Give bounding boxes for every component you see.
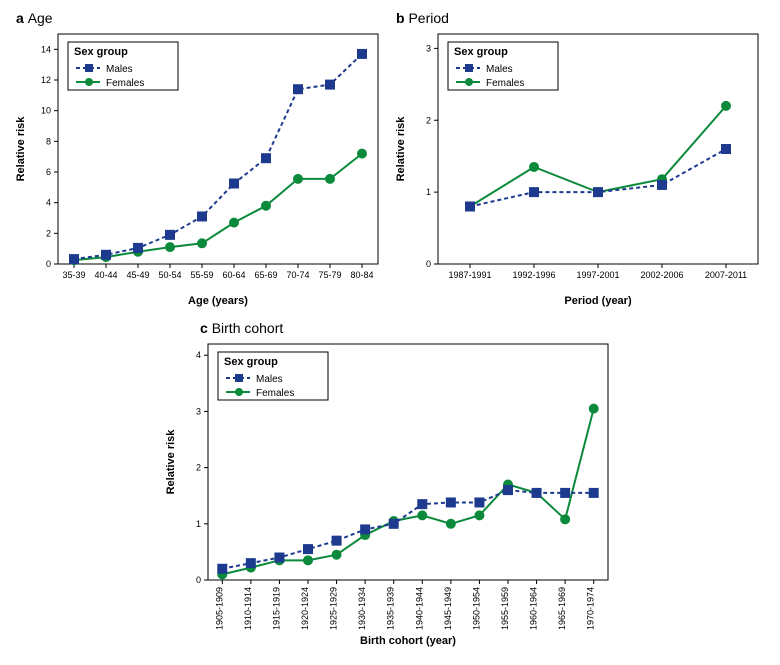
- svg-text:10: 10: [41, 106, 51, 116]
- svg-text:1987-1991: 1987-1991: [448, 270, 491, 280]
- svg-text:35-39: 35-39: [62, 270, 85, 280]
- panel-b-title: Period: [408, 10, 448, 26]
- svg-text:60-64: 60-64: [222, 270, 245, 280]
- svg-text:Relative risk: Relative risk: [165, 429, 177, 495]
- svg-text:75-79: 75-79: [318, 270, 341, 280]
- svg-text:1930-1934: 1930-1934: [357, 587, 367, 630]
- panel-c-title: Birth cohort: [212, 320, 284, 336]
- svg-text:1905-1909: 1905-1909: [214, 587, 224, 630]
- svg-text:1970-1974: 1970-1974: [586, 587, 596, 630]
- chart-period: 0 1 2 3 1987-1991 1992-1996 1997-2001 2002-2006…: [390, 10, 770, 310]
- svg-text:Females: Females: [486, 78, 524, 89]
- svg-text:2002-2006: 2002-2006: [640, 270, 683, 280]
- svg-text:50-54: 50-54: [158, 270, 181, 280]
- svg-text:1997-2001: 1997-2001: [576, 270, 619, 280]
- svg-text:1965-1969: 1965-1969: [557, 587, 567, 630]
- svg-text:Females: Females: [256, 388, 294, 399]
- svg-text:Males: Males: [486, 64, 513, 75]
- svg-text:2: 2: [426, 115, 431, 125]
- svg-text:1910-1914: 1910-1914: [243, 587, 253, 630]
- svg-text:2: 2: [196, 463, 201, 473]
- chart-birthcohort: 0 1 2 3 4 1905-1909 1910-1914 1915-1919 1920-192…: [160, 320, 620, 650]
- svg-text:6: 6: [46, 167, 51, 177]
- svg-text:2007-2011: 2007-2011: [705, 270, 747, 280]
- svg-text:Males: Males: [256, 374, 283, 385]
- svg-text:1960-1964: 1960-1964: [529, 587, 539, 630]
- svg-text:8: 8: [46, 136, 51, 146]
- panel-a-title: Age: [28, 10, 53, 26]
- svg-text:40-44: 40-44: [94, 270, 117, 280]
- svg-text:Sex group: Sex group: [224, 356, 278, 368]
- svg-text:0: 0: [426, 259, 431, 269]
- svg-text:3: 3: [426, 43, 431, 53]
- svg-text:1915-1919: 1915-1919: [271, 587, 281, 630]
- svg-text:Relative risk: Relative risk: [395, 116, 407, 182]
- svg-text:14: 14: [41, 44, 51, 54]
- svg-text:Sex group: Sex group: [454, 46, 508, 58]
- svg-text:12: 12: [41, 75, 51, 85]
- svg-text:80-84: 80-84: [350, 270, 373, 280]
- svg-text:0: 0: [46, 259, 51, 269]
- svg-text:1945-1949: 1945-1949: [443, 587, 453, 630]
- panel-b: b Period 0 1 2 3 1987-1991 1992-1996 1997-2001…: [390, 10, 770, 310]
- svg-text:4: 4: [196, 350, 201, 360]
- svg-text:1: 1: [426, 187, 431, 197]
- svg-text:65-69: 65-69: [254, 270, 277, 280]
- svg-text:Females: Females: [106, 78, 144, 89]
- svg-text:Age (years): Age (years): [188, 295, 248, 307]
- panel-a-letter: a: [16, 10, 24, 26]
- svg-text:1992-1996: 1992-1996: [512, 270, 555, 280]
- svg-text:1920-1924: 1920-1924: [300, 587, 310, 630]
- svg-text:70-74: 70-74: [286, 270, 309, 280]
- chart-age: 0 2 4 6 8 10 12 14 35-39 40-44 45-49 50-54 55-59 60-6…: [10, 10, 390, 310]
- svg-text:55-59: 55-59: [190, 270, 213, 280]
- svg-text:1955-1959: 1955-1959: [500, 587, 510, 630]
- svg-text:2: 2: [46, 228, 51, 238]
- svg-text:Birth cohort (year): Birth cohort (year): [360, 635, 456, 647]
- svg-text:Period (year): Period (year): [564, 295, 632, 307]
- svg-text:4: 4: [46, 198, 51, 208]
- svg-text:Males: Males: [106, 64, 133, 75]
- svg-text:1: 1: [196, 519, 201, 529]
- panel-c-letter: c: [200, 320, 208, 336]
- panel-c: c Birth cohort 0 1 2 3 4 1905-1909 1910-1914 19…: [160, 320, 620, 650]
- panel-b-letter: b: [396, 10, 405, 26]
- svg-text:Relative risk: Relative risk: [15, 116, 27, 182]
- svg-text:1950-1954: 1950-1954: [471, 587, 481, 630]
- svg-text:1925-1929: 1925-1929: [329, 587, 339, 630]
- svg-text:1935-1939: 1935-1939: [386, 587, 396, 630]
- svg-text:Sex group: Sex group: [74, 46, 128, 58]
- svg-text:3: 3: [196, 406, 201, 416]
- svg-text:1940-1944: 1940-1944: [414, 587, 424, 630]
- svg-text:45-49: 45-49: [126, 270, 149, 280]
- svg-text:0: 0: [196, 575, 201, 585]
- panel-a: a Age 0 2 4 6 8 10 12 14 35-39 40-44 45-49 50-54 55-…: [10, 10, 390, 310]
